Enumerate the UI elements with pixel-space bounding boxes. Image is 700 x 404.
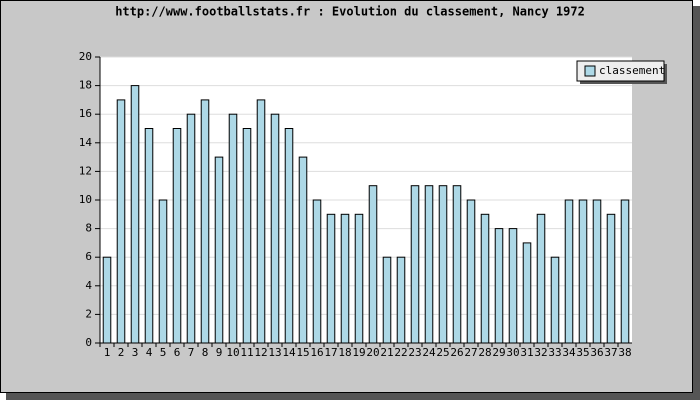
- x-tick-label: 13: [268, 346, 281, 359]
- x-tick-label: 2: [118, 346, 125, 359]
- legend-label: classement: [599, 64, 665, 77]
- bar: [592, 199, 602, 344]
- bar: [256, 99, 266, 344]
- bar: [508, 228, 518, 344]
- bar: [424, 185, 434, 344]
- x-tick-label: 34: [562, 346, 576, 359]
- y-tick-label: 12: [79, 164, 92, 177]
- bar: [550, 256, 560, 344]
- x-tick-label: 37: [604, 346, 617, 359]
- bar: [270, 113, 280, 344]
- x-tick-label: 29: [492, 346, 505, 359]
- bar: [368, 185, 378, 344]
- bar: [578, 199, 588, 344]
- bar: [410, 185, 420, 344]
- x-tick-label: 9: [216, 346, 223, 359]
- x-tick-label: 1: [104, 346, 111, 359]
- x-tick-label: 17: [324, 346, 337, 359]
- x-tick-label: 14: [282, 346, 296, 359]
- x-tick-label: 23: [408, 346, 421, 359]
- bar: [620, 199, 630, 344]
- x-tick-label: 33: [548, 346, 561, 359]
- bar: [130, 85, 140, 344]
- bar: [144, 128, 154, 344]
- x-tick-label: 12: [254, 346, 267, 359]
- y-tick-label: 14: [79, 136, 93, 149]
- bar: [452, 185, 462, 344]
- x-tick-label: 10: [226, 346, 239, 359]
- x-tick-label: 25: [436, 346, 449, 359]
- bar: [354, 213, 364, 344]
- bar: [158, 199, 168, 344]
- bar: [522, 242, 532, 344]
- x-tick-label: 21: [380, 346, 393, 359]
- bar: [228, 113, 238, 344]
- x-tick-label: 4: [146, 346, 153, 359]
- x-tick-label: 36: [590, 346, 603, 359]
- x-tick-label: 18: [338, 346, 351, 359]
- bar: [396, 256, 406, 344]
- x-tick-label: 32: [534, 346, 547, 359]
- bar: [312, 199, 322, 344]
- bar: [480, 213, 490, 344]
- y-tick-label: 2: [85, 307, 92, 320]
- bar: [382, 256, 392, 344]
- x-tick-label: 6: [174, 346, 181, 359]
- bar: [438, 185, 448, 344]
- bar: [326, 213, 336, 344]
- y-tick-label: 8: [85, 222, 92, 235]
- bar: [102, 256, 112, 344]
- bar: [116, 99, 126, 344]
- x-tick-label: 27: [464, 346, 477, 359]
- x-tick-label: 3: [132, 346, 139, 359]
- bar: [186, 113, 196, 344]
- bar: [298, 156, 308, 344]
- x-tick-label: 26: [450, 346, 463, 359]
- x-tick-label: 8: [202, 346, 209, 359]
- x-tick-label: 22: [394, 346, 407, 359]
- bar: [214, 156, 224, 344]
- bar: [340, 213, 350, 344]
- x-tick-label: 30: [506, 346, 519, 359]
- x-tick-label: 5: [160, 346, 167, 359]
- x-tick-label: 11: [240, 346, 253, 359]
- bar: [564, 199, 574, 344]
- legend-box: [576, 60, 665, 82]
- x-tick-label: 31: [520, 346, 533, 359]
- chart-title: http://www.footballstats.fr : Evolution …: [115, 5, 585, 19]
- bar: [494, 228, 504, 344]
- bar: [466, 199, 476, 344]
- x-tick-label: 24: [422, 346, 436, 359]
- legend-swatch: [584, 65, 596, 77]
- x-tick-label: 28: [478, 346, 491, 359]
- x-tick-label: 35: [576, 346, 589, 359]
- x-tick-label: 38: [618, 346, 631, 359]
- y-tick-label: 6: [85, 250, 92, 263]
- x-tick-label: 7: [188, 346, 195, 359]
- y-tick-label: 4: [85, 279, 92, 292]
- bar: [172, 128, 182, 344]
- y-tick-label: 0: [85, 336, 92, 349]
- bar: [606, 213, 616, 344]
- y-tick-label: 20: [79, 50, 92, 63]
- bar: [242, 128, 252, 344]
- x-tick-label: 15: [296, 346, 309, 359]
- x-tick-label: 16: [310, 346, 323, 359]
- x-tick-label: 20: [366, 346, 379, 359]
- x-tick-label: 19: [352, 346, 365, 359]
- bar: [284, 128, 294, 344]
- y-tick-label: 16: [79, 107, 92, 120]
- y-tick-label: 18: [79, 79, 92, 92]
- bar: [536, 213, 546, 344]
- y-tick-label: 10: [79, 193, 92, 206]
- bar: [200, 99, 210, 344]
